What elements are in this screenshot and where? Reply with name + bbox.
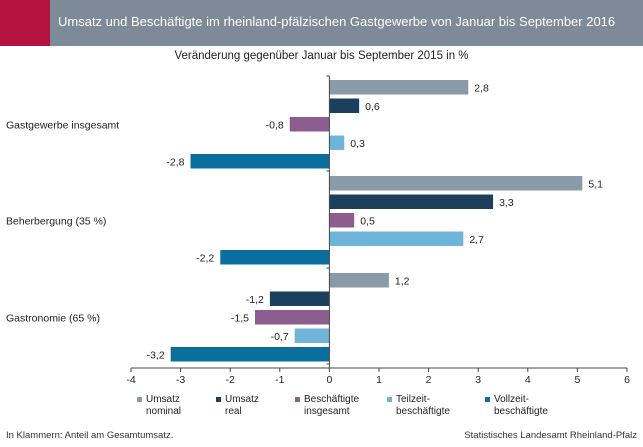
header: Umsatz und Beschäftigte im rheinland-pfä… (0, 0, 643, 46)
x-tick-label: -3 (176, 374, 185, 386)
legend-swatch (216, 397, 221, 402)
source-note: Statistisches Landesamt Rheinland-Pfalz (464, 430, 637, 441)
bar (329, 194, 494, 209)
data-label: -3,2 (147, 349, 165, 361)
data-label: 0,5 (360, 215, 375, 227)
legend-swatch (387, 397, 392, 402)
legend-label: beschäftigte (494, 406, 548, 417)
bar (220, 250, 330, 265)
legend-label: Teilzeit- (396, 394, 430, 405)
data-label: -2,2 (196, 252, 214, 264)
category-label: Beherbergung (35 %) (6, 215, 106, 227)
bar (190, 154, 330, 169)
bar (329, 98, 360, 113)
data-label: 5,1 (588, 178, 603, 190)
legend-label: insgesamt (304, 406, 350, 417)
bar (294, 328, 330, 343)
chart-title: Umsatz und Beschäftigte im rheinland-pfä… (58, 14, 616, 29)
bar (289, 117, 330, 132)
header-bar (50, 0, 643, 46)
x-tick-label: 0 (326, 374, 332, 386)
bar (170, 347, 330, 362)
legend-label: Umsatz (225, 394, 259, 405)
data-label: -2,8 (166, 156, 184, 168)
data-label: -0,8 (266, 119, 284, 131)
data-label: -1,5 (231, 312, 249, 324)
data-label: 3,3 (499, 197, 514, 209)
chart-subtitle: Veränderung gegenüber Januar bis Septemb… (174, 50, 469, 62)
data-label: 2,7 (469, 234, 484, 246)
x-tick-label: 1 (376, 374, 382, 386)
data-label: -1,2 (246, 294, 264, 306)
x-tick-label: 2 (426, 374, 432, 386)
data-label: 0,3 (350, 138, 365, 150)
data-label: 0,6 (365, 101, 380, 113)
x-tick-label: 4 (525, 374, 531, 386)
legend-swatch (485, 397, 490, 402)
legend-label: Vollzeit- (494, 394, 529, 405)
legend-swatch (137, 397, 142, 402)
bar (269, 291, 330, 306)
x-tick-label: -4 (126, 374, 135, 386)
bar (329, 80, 469, 95)
bar (255, 310, 330, 325)
x-tick-label: -2 (226, 374, 235, 386)
category-label: Gastronomie (65 %) (6, 312, 100, 324)
data-label: 2,8 (474, 82, 489, 94)
x-tick-label: -1 (275, 374, 284, 386)
bar (329, 135, 345, 150)
data-label: 1,2 (395, 275, 410, 287)
legend-label: real (225, 406, 242, 417)
data-label: -0,7 (271, 331, 289, 343)
footnote: In Klammern: Anteil am Gesamtumsatz. (6, 430, 174, 441)
legend-swatch (295, 397, 300, 402)
bar (329, 231, 464, 246)
x-tick-label: 5 (574, 374, 580, 386)
bar (329, 176, 583, 191)
x-tick-label: 3 (475, 374, 481, 386)
bar (329, 273, 389, 288)
legend-label: beschäftigte (396, 406, 450, 417)
legend-label: Umsatz (146, 394, 180, 405)
x-tick-label: 6 (624, 374, 630, 386)
legend-label: nominal (146, 406, 181, 417)
legend-label: Beschäftigte (304, 394, 359, 405)
header-accent (0, 0, 50, 46)
bar (329, 213, 355, 228)
category-label: Gastgewerbe insgesamt (6, 119, 119, 131)
